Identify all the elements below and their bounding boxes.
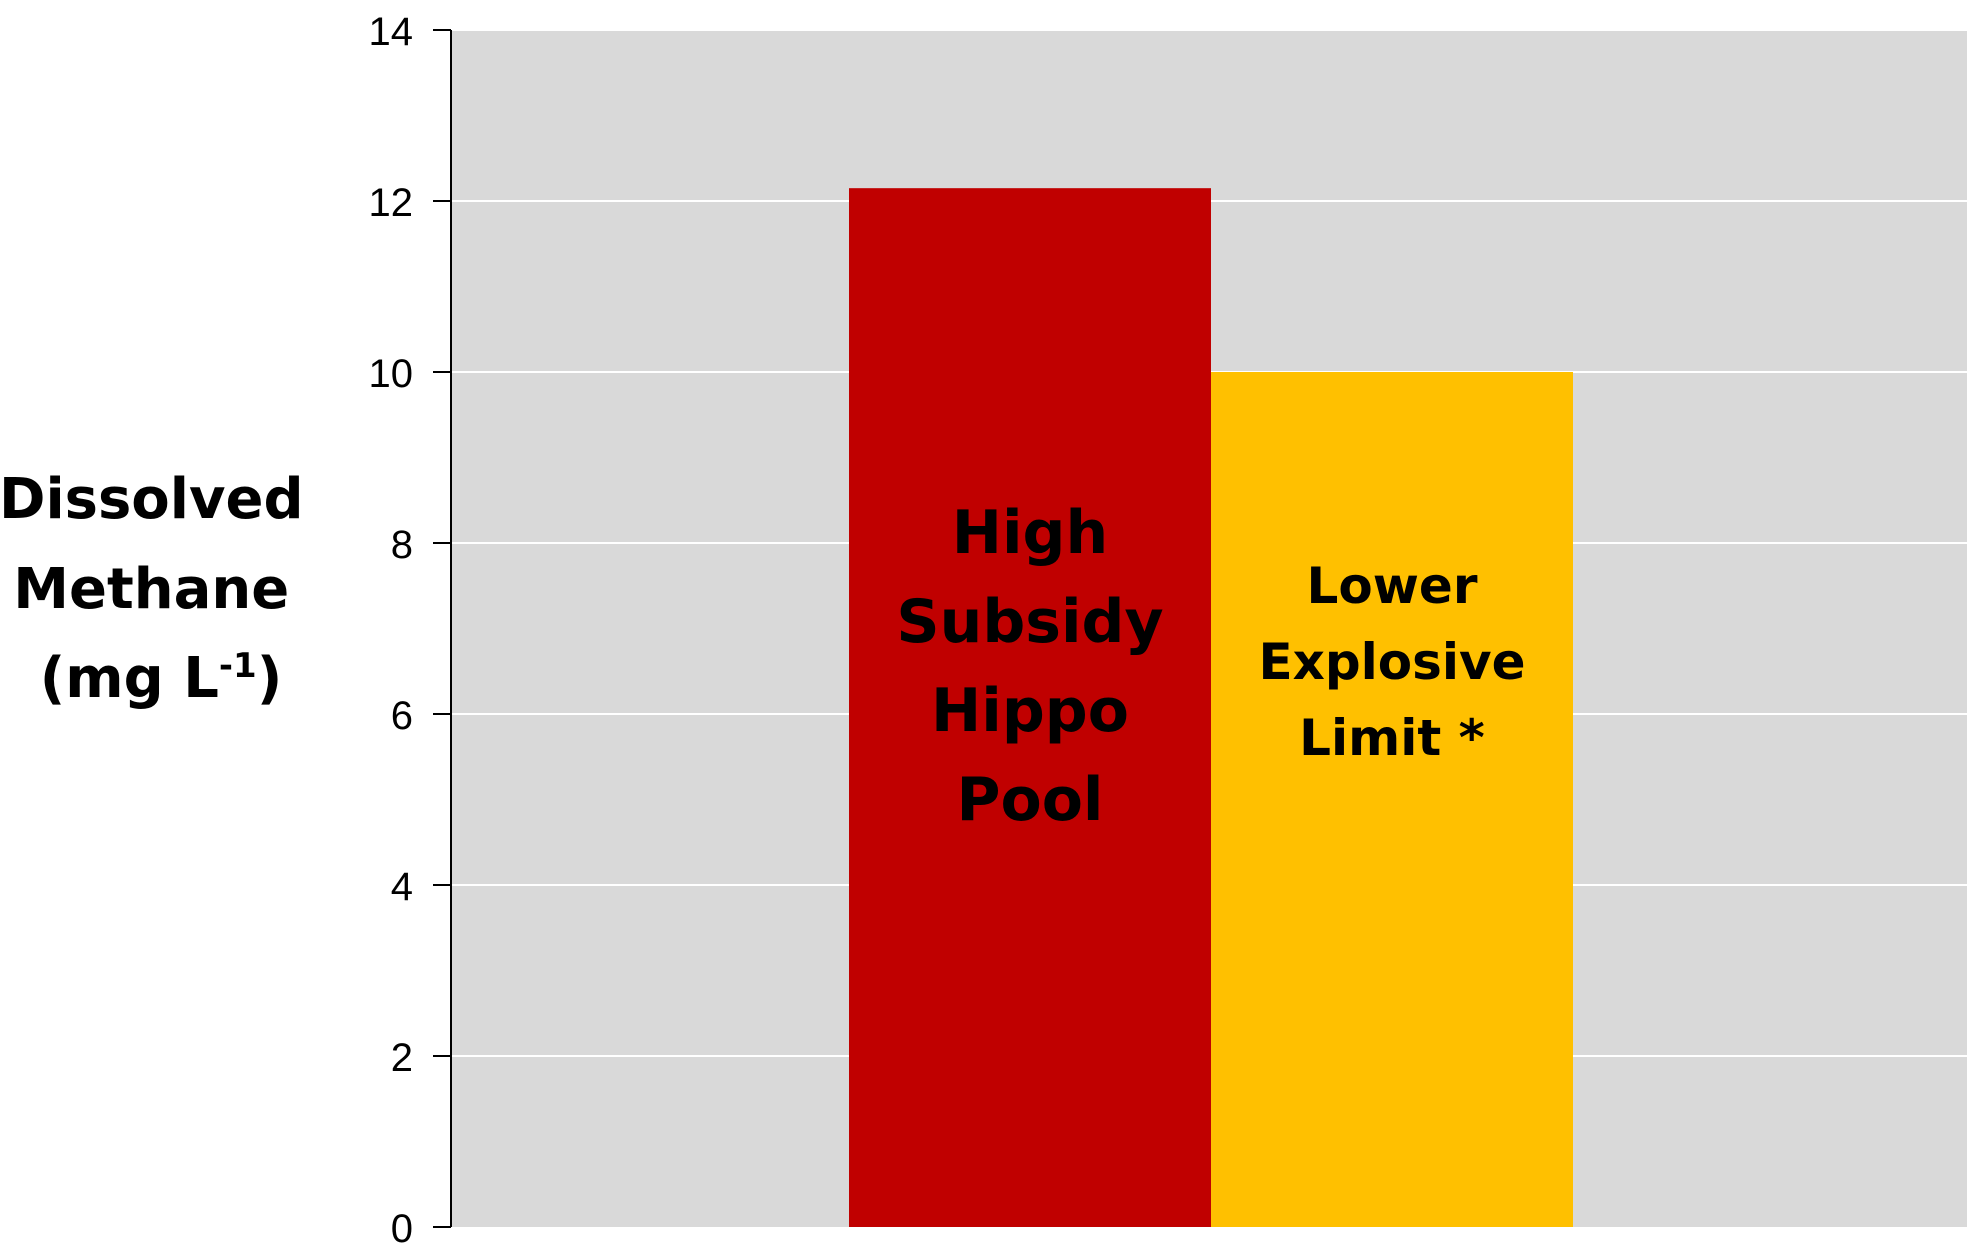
y-axis-label: Dissolved Methane (mg L-1) — [0, 467, 323, 711]
bar-label: Lower Explosive Limit * — [1258, 557, 1525, 767]
y-tick-label: 14 — [369, 10, 414, 54]
bar-label-line: Pool — [957, 765, 1104, 835]
y-tick-label: 8 — [391, 523, 413, 567]
bar-label-line: Explosive — [1258, 633, 1525, 691]
ylabel-superscript: -1 — [219, 646, 257, 686]
bar-label-line: High — [952, 498, 1108, 568]
y-tick-label: 12 — [369, 181, 414, 225]
ylabel-unit: (mg L — [40, 646, 219, 711]
bars: High Subsidy Hippo Pool Lower Explosive Limit … — [849, 188, 1573, 1227]
bar — [849, 188, 1211, 1227]
bar-label-line: Subsidy — [896, 587, 1163, 657]
bar-label: High Subsidy Hippo Pool — [896, 498, 1163, 835]
bar-label-line: Hippo — [931, 676, 1129, 746]
ylabel-line-1: Dissolved — [0, 467, 304, 532]
ylabel-close-paren: ) — [257, 646, 283, 711]
y-axis: 0 2 4 6 8 10 12 14 — [369, 10, 452, 1250]
bar-label-line: Limit * — [1299, 709, 1485, 767]
y-tick-label: 10 — [369, 352, 414, 396]
ylabel-line-2: Methane — [13, 557, 289, 622]
y-tick-label: 4 — [391, 865, 413, 909]
y-tick-label: 0 — [391, 1207, 413, 1250]
ylabel-line-3: (mg L-1) — [40, 646, 283, 711]
bar-label-line: Lower — [1307, 557, 1478, 615]
bar — [1211, 372, 1573, 1227]
y-tick-label: 6 — [391, 694, 413, 738]
y-tick-label: 2 — [391, 1036, 413, 1080]
